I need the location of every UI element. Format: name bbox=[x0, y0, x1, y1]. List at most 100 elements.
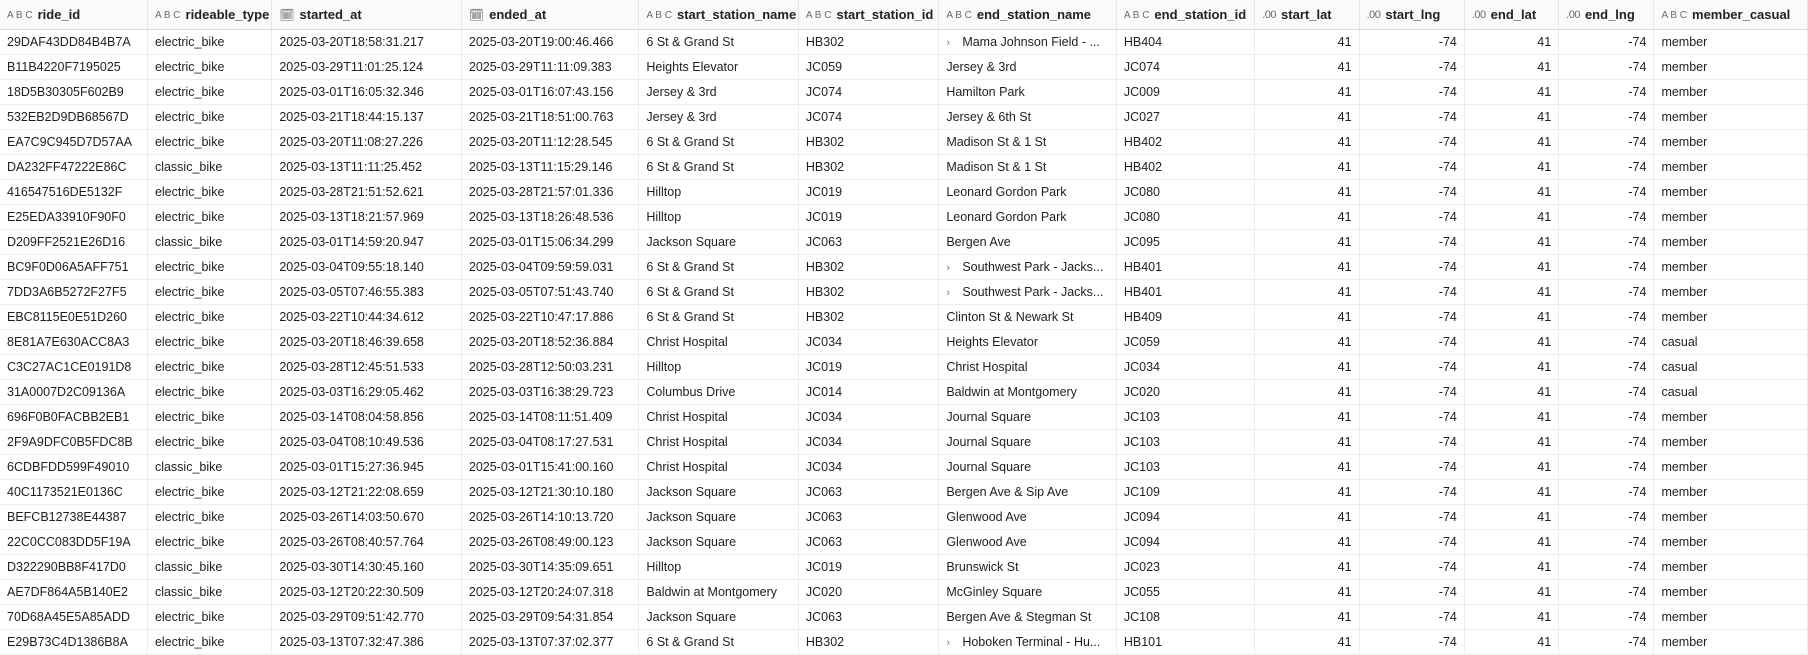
cell-start-station-name[interactable]: Jackson Square bbox=[638, 479, 799, 505]
cell-rideable-type[interactable]: electric_bike bbox=[147, 304, 273, 330]
table-row[interactable]: EBC8115E0E51D260 electric_bike 2025-03-22T… bbox=[0, 304, 1808, 330]
cell-started-at[interactable]: 2025-03-21T18:44:15.137 bbox=[271, 104, 462, 130]
cell-ride-id[interactable]: E29B73C4D1386B8A bbox=[0, 629, 148, 655]
cell-end-station-name[interactable]: › Southwest Park - Jacks... bbox=[938, 254, 1117, 280]
cell-ended-at[interactable]: 2025-03-30T14:35:09.651 bbox=[461, 554, 640, 580]
cell-start-lat[interactable]: 41 bbox=[1254, 629, 1360, 655]
cell-started-at[interactable]: 2025-03-22T10:44:34.612 bbox=[271, 304, 462, 330]
cell-end-lng[interactable]: -74 bbox=[1558, 279, 1655, 305]
cell-start-lat[interactable]: 41 bbox=[1254, 279, 1360, 305]
table-row[interactable]: 7DD3A6B5272F27F5 electric_bike 2025-03-05T… bbox=[0, 279, 1808, 305]
cell-member-casual[interactable]: member bbox=[1653, 79, 1808, 105]
cell-end-lat[interactable]: 41 bbox=[1464, 579, 1560, 605]
table-row[interactable]: 8E81A7E630ACC8A3 electric_bike 2025-03-20T… bbox=[0, 329, 1808, 355]
cell-rideable-type[interactable]: electric_bike bbox=[147, 354, 273, 380]
cell-start-lng[interactable]: -74 bbox=[1359, 579, 1465, 605]
column-header-end-lat[interactable]: .00 end_lat bbox=[1464, 0, 1560, 30]
cell-start-lng[interactable]: -74 bbox=[1359, 54, 1465, 80]
cell-end-lat[interactable]: 41 bbox=[1464, 529, 1560, 555]
cell-start-station-id[interactable]: JC063 bbox=[798, 229, 940, 255]
cell-start-station-name[interactable]: 6 St & Grand St bbox=[638, 254, 799, 280]
cell-start-station-id[interactable]: JC034 bbox=[798, 404, 940, 430]
cell-ride-id[interactable]: D322290BB8F417D0 bbox=[0, 554, 148, 580]
cell-start-lat[interactable]: 41 bbox=[1254, 454, 1360, 480]
cell-end-station-name[interactable]: Journal Square bbox=[938, 404, 1117, 430]
table-row[interactable]: 416547516DE5132F electric_bike 2025-03-28T… bbox=[0, 179, 1808, 205]
cell-start-station-name[interactable]: Jersey & 3rd bbox=[638, 104, 799, 130]
cell-started-at[interactable]: 2025-03-04T08:10:49.536 bbox=[271, 429, 462, 455]
cell-ride-id[interactable]: BEFCB12738E44387 bbox=[0, 504, 148, 530]
cell-end-lng[interactable]: -74 bbox=[1558, 179, 1655, 205]
cell-member-casual[interactable]: member bbox=[1653, 154, 1808, 180]
cell-member-casual[interactable]: casual bbox=[1653, 354, 1808, 380]
table-row[interactable]: D209FF2521E26D16 classic_bike 2025-03-01T1… bbox=[0, 229, 1808, 255]
cell-started-at[interactable]: 2025-03-12T21:22:08.659 bbox=[271, 479, 462, 505]
cell-end-station-name[interactable]: Christ Hospital bbox=[938, 354, 1117, 380]
cell-started-at[interactable]: 2025-03-28T21:51:52.621 bbox=[271, 179, 462, 205]
cell-member-casual[interactable]: casual bbox=[1653, 379, 1808, 405]
cell-ended-at[interactable]: 2025-03-28T12:50:03.231 bbox=[461, 354, 640, 380]
cell-end-station-id[interactable]: JC020 bbox=[1116, 379, 1256, 405]
cell-started-at[interactable]: 2025-03-01T15:27:36.945 bbox=[271, 454, 462, 480]
cell-start-station-id[interactable]: HB302 bbox=[798, 254, 940, 280]
cell-member-casual[interactable]: member bbox=[1653, 29, 1808, 55]
cell-start-lng[interactable]: -74 bbox=[1359, 129, 1465, 155]
cell-rideable-type[interactable]: electric_bike bbox=[147, 279, 273, 305]
cell-started-at[interactable]: 2025-03-30T14:30:45.160 bbox=[271, 554, 462, 580]
cell-end-lng[interactable]: -74 bbox=[1558, 104, 1655, 130]
cell-end-lat[interactable]: 41 bbox=[1464, 254, 1560, 280]
cell-end-station-id[interactable]: JC080 bbox=[1116, 179, 1256, 205]
table-row[interactable]: 6CDBFDD599F49010 classic_bike 2025-03-01T1… bbox=[0, 454, 1808, 480]
cell-end-lat[interactable]: 41 bbox=[1464, 604, 1560, 630]
cell-start-lat[interactable]: 41 bbox=[1254, 79, 1360, 105]
cell-end-lng[interactable]: -74 bbox=[1558, 254, 1655, 280]
cell-end-lat[interactable]: 41 bbox=[1464, 129, 1560, 155]
cell-member-casual[interactable]: member bbox=[1653, 579, 1808, 605]
cell-member-casual[interactable]: member bbox=[1653, 504, 1808, 530]
cell-started-at[interactable]: 2025-03-05T07:46:55.383 bbox=[271, 279, 462, 305]
cell-member-casual[interactable]: member bbox=[1653, 629, 1808, 655]
cell-end-lng[interactable]: -74 bbox=[1558, 79, 1655, 105]
cell-end-lat[interactable]: 41 bbox=[1464, 554, 1560, 580]
table-row[interactable]: 18D5B30305F602B9 electric_bike 2025-03-01T… bbox=[0, 79, 1808, 105]
cell-ride-id[interactable]: B11B4220F7195025 bbox=[0, 54, 148, 80]
cell-started-at[interactable]: 2025-03-01T14:59:20.947 bbox=[271, 229, 462, 255]
cell-start-station-id[interactable]: HB302 bbox=[798, 629, 940, 655]
cell-ride-id[interactable]: E25EDA33910F90F0 bbox=[0, 204, 148, 230]
cell-start-lat[interactable]: 41 bbox=[1254, 404, 1360, 430]
cell-end-lat[interactable]: 41 bbox=[1464, 79, 1560, 105]
cell-end-lat[interactable]: 41 bbox=[1464, 479, 1560, 505]
column-header-member-casual[interactable]: A B C member_casual bbox=[1653, 0, 1808, 30]
cell-started-at[interactable]: 2025-03-26T08:40:57.764 bbox=[271, 529, 462, 555]
cell-end-lng[interactable]: -74 bbox=[1558, 579, 1655, 605]
cell-ride-id[interactable]: 696F0B0FACBB2EB1 bbox=[0, 404, 148, 430]
cell-rideable-type[interactable]: electric_bike bbox=[147, 604, 273, 630]
cell-start-lat[interactable]: 41 bbox=[1254, 479, 1360, 505]
cell-started-at[interactable]: 2025-03-28T12:45:51.533 bbox=[271, 354, 462, 380]
cell-started-at[interactable]: 2025-03-04T09:55:18.140 bbox=[271, 254, 462, 280]
table-row[interactable]: B11B4220F7195025 electric_bike 2025-03-29T… bbox=[0, 54, 1808, 80]
cell-member-casual[interactable]: member bbox=[1653, 54, 1808, 80]
cell-ended-at[interactable]: 2025-03-29T11:11:09.383 bbox=[461, 54, 640, 80]
cell-end-station-id[interactable]: JC009 bbox=[1116, 79, 1256, 105]
cell-end-station-id[interactable]: JC023 bbox=[1116, 554, 1256, 580]
cell-start-lng[interactable]: -74 bbox=[1359, 329, 1465, 355]
cell-start-station-name[interactable]: Columbus Drive bbox=[638, 379, 799, 405]
cell-end-lat[interactable]: 41 bbox=[1464, 404, 1560, 430]
table-row[interactable]: AE7DF864A5B140E2 classic_bike 2025-03-12T2… bbox=[0, 579, 1808, 605]
cell-start-station-name[interactable]: Hilltop bbox=[638, 179, 799, 205]
cell-end-station-name[interactable]: McGinley Square bbox=[938, 579, 1117, 605]
cell-end-lat[interactable]: 41 bbox=[1464, 329, 1560, 355]
cell-rideable-type[interactable]: electric_bike bbox=[147, 104, 273, 130]
cell-ended-at[interactable]: 2025-03-04T09:59:59.031 bbox=[461, 254, 640, 280]
cell-start-station-name[interactable]: Christ Hospital bbox=[638, 429, 799, 455]
cell-start-station-name[interactable]: Jackson Square bbox=[638, 504, 799, 530]
cell-member-casual[interactable]: member bbox=[1653, 129, 1808, 155]
cell-ended-at[interactable]: 2025-03-14T08:11:51.409 bbox=[461, 404, 640, 430]
cell-start-station-name[interactable]: 6 St & Grand St bbox=[638, 629, 799, 655]
cell-ended-at[interactable]: 2025-03-29T09:54:31.854 bbox=[461, 604, 640, 630]
cell-start-lng[interactable]: -74 bbox=[1359, 29, 1465, 55]
cell-started-at[interactable]: 2025-03-20T18:46:39.658 bbox=[271, 329, 462, 355]
cell-start-lng[interactable]: -74 bbox=[1359, 504, 1465, 530]
cell-end-lng[interactable]: -74 bbox=[1558, 229, 1655, 255]
